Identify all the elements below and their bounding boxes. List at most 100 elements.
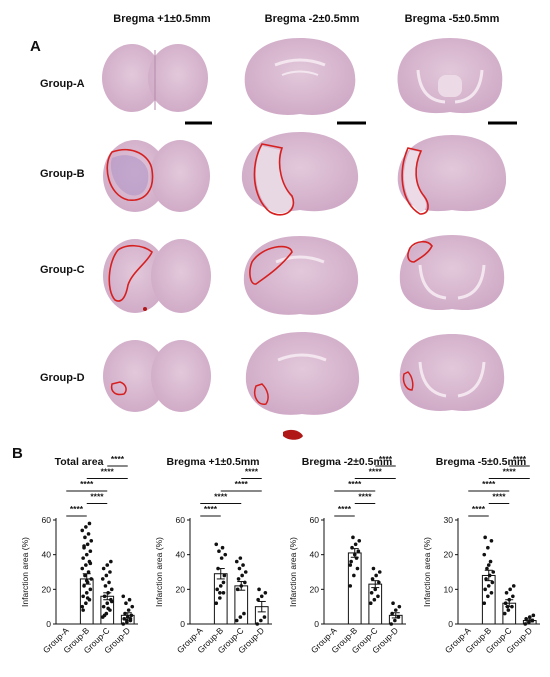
data-point bbox=[129, 613, 134, 618]
data-point bbox=[527, 615, 532, 619]
row-label-group-b: Group-B bbox=[40, 168, 85, 180]
data-point bbox=[83, 573, 87, 578]
chart-bregma-minus5: Bregma -5±0.5mm Infarction area (%) 0 10 20 3… bbox=[422, 454, 540, 655]
column-header-bregma-minus2: Bregma -2±0.5mm bbox=[264, 13, 360, 25]
data-point bbox=[216, 566, 220, 571]
data-point bbox=[101, 566, 106, 571]
data-point bbox=[259, 618, 263, 623]
data-point bbox=[86, 532, 91, 536]
data-point bbox=[80, 604, 85, 609]
data-point bbox=[486, 563, 491, 567]
data-point bbox=[218, 596, 222, 600]
data-point bbox=[393, 608, 398, 612]
data-point bbox=[357, 539, 362, 543]
brain-section-d-bregma-minus5 bbox=[399, 334, 505, 411]
y-tick-label: 40 bbox=[42, 550, 52, 560]
data-point bbox=[102, 613, 107, 618]
row-label-group-d: Group-D bbox=[40, 372, 85, 384]
data-point bbox=[531, 613, 536, 618]
y-tick-label: 40 bbox=[176, 550, 186, 560]
chart-title: Total area bbox=[55, 456, 104, 468]
data-point bbox=[88, 587, 93, 592]
data-point bbox=[86, 570, 91, 574]
data-point bbox=[374, 573, 378, 578]
y-tick-label: 20 bbox=[42, 584, 52, 594]
data-point bbox=[106, 606, 110, 611]
data-point bbox=[377, 580, 381, 585]
data-point bbox=[349, 559, 353, 564]
data-point bbox=[242, 611, 246, 616]
data-point bbox=[506, 608, 511, 612]
data-point bbox=[108, 570, 112, 574]
significance-label: **** bbox=[358, 492, 372, 502]
data-point bbox=[368, 601, 373, 605]
column-header-bregma-plus1: Bregma +1±0.5mm bbox=[113, 13, 211, 25]
data-point bbox=[489, 539, 494, 543]
data-point bbox=[488, 559, 493, 564]
data-point bbox=[489, 591, 494, 595]
data-point bbox=[109, 559, 113, 564]
data-point bbox=[372, 597, 377, 602]
row-label-group-a: Group-A bbox=[40, 78, 85, 90]
data-point bbox=[82, 544, 86, 548]
significance-label: **** bbox=[379, 454, 393, 464]
data-point bbox=[89, 577, 94, 581]
data-point bbox=[502, 611, 507, 616]
data-point bbox=[396, 615, 401, 619]
data-point bbox=[491, 570, 496, 574]
data-point bbox=[511, 594, 515, 599]
data-point bbox=[486, 594, 490, 599]
data-point bbox=[259, 594, 264, 599]
chart-bregma-minus2: Bregma -2±0.5mm Infarction area (%) 0 20 40 6… bbox=[288, 454, 406, 655]
data-point bbox=[222, 573, 227, 578]
data-point bbox=[215, 587, 219, 592]
data-point bbox=[503, 601, 508, 605]
data-point bbox=[523, 622, 528, 626]
data-point bbox=[371, 566, 376, 571]
y-axis-label: Infarction area (%) bbox=[288, 537, 298, 607]
data-point bbox=[236, 577, 241, 581]
y-tick-label: 60 bbox=[42, 515, 52, 525]
data-point bbox=[89, 539, 94, 543]
data-point bbox=[125, 615, 130, 619]
y-tick-label: 20 bbox=[444, 550, 454, 560]
data-point bbox=[81, 608, 85, 612]
chart-title: Bregma -2±0.5mm bbox=[302, 456, 392, 468]
brain-section-a-bregma-minus2 bbox=[244, 38, 356, 115]
y-tick-label: 0 bbox=[46, 619, 51, 629]
data-point bbox=[102, 594, 107, 599]
data-point bbox=[243, 580, 247, 585]
data-point bbox=[353, 542, 358, 547]
data-point bbox=[80, 528, 85, 533]
row-label-group-c: Group-C bbox=[40, 264, 85, 276]
data-point bbox=[221, 580, 226, 585]
column-header-bregma-minus5: Bregma -5±0.5mm bbox=[404, 13, 500, 25]
significance-label: **** bbox=[101, 467, 115, 477]
data-point bbox=[505, 604, 510, 609]
significance-label: **** bbox=[472, 504, 486, 514]
significance-label: **** bbox=[245, 467, 259, 477]
chart-title: Bregma +1±0.5mm bbox=[166, 456, 259, 468]
data-point bbox=[127, 597, 132, 602]
data-point bbox=[217, 549, 221, 553]
data-point bbox=[389, 622, 394, 626]
brain-section-b-bregma-plus1 bbox=[103, 140, 210, 212]
data-point bbox=[256, 597, 260, 602]
data-point bbox=[370, 577, 375, 581]
brain-section-a-bregma-plus1 bbox=[102, 44, 208, 112]
data-point bbox=[130, 604, 135, 609]
brain-section-c-bregma-minus5 bbox=[399, 235, 505, 311]
y-axis-label: Infarction area (%) bbox=[154, 537, 164, 607]
data-point bbox=[354, 556, 359, 560]
data-point bbox=[484, 577, 488, 581]
data-point bbox=[243, 570, 248, 574]
y-tick-label: 20 bbox=[310, 584, 320, 594]
data-point bbox=[355, 566, 360, 571]
y-tick-label: 20 bbox=[176, 584, 186, 594]
data-point bbox=[373, 587, 378, 592]
data-point bbox=[88, 561, 93, 566]
brain-section-a-bregma-minus5 bbox=[397, 38, 503, 114]
data-point bbox=[348, 584, 353, 588]
significance-label: **** bbox=[492, 492, 506, 502]
